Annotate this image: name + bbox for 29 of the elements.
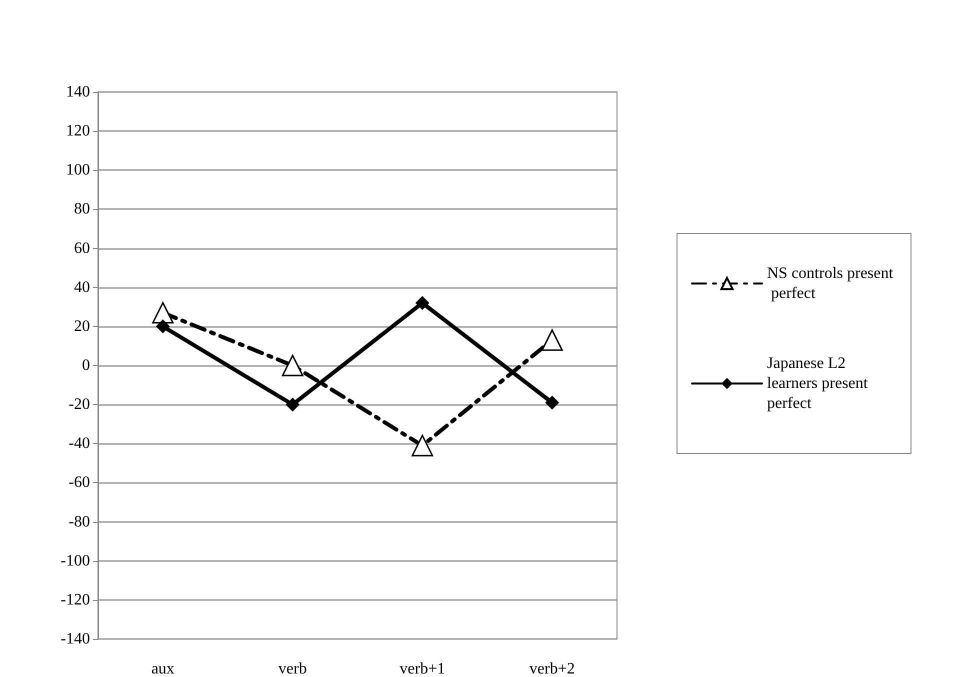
point [152, 302, 174, 324]
y-tick-label: -60 [68, 474, 90, 492]
y-tick-label: 100 [66, 162, 90, 179]
x-tick-label: verb+2 [529, 660, 575, 677]
x-tick-label: verb [278, 660, 307, 677]
y-tick-label: 40 [74, 278, 90, 296]
point [415, 296, 430, 310]
y-tick-label: 20 [74, 318, 90, 335]
y-tick-label: -100 [60, 552, 90, 570]
legend-label: Japanese L2 learners present perfect [767, 355, 872, 412]
y-tick-label: -120 [60, 591, 90, 608]
point [545, 396, 560, 410]
legend-label: NS controls present perfect [767, 265, 894, 302]
point [282, 354, 304, 376]
point [286, 398, 300, 412]
y-tick-label: -140 [60, 630, 90, 648]
y-tick-label: 140 [66, 84, 90, 100]
x-tick-label: aux [151, 660, 174, 677]
x-tick-label: verb+1 [400, 660, 446, 677]
point [156, 319, 170, 334]
point [541, 329, 563, 351]
y-tick-label: 80 [74, 200, 90, 218]
y-tick-label: -80 [68, 513, 90, 530]
y-tick-label: 120 [66, 122, 90, 140]
y-tick-label: 0 [82, 357, 90, 374]
y-tick-label: -40 [68, 435, 90, 452]
point [412, 434, 434, 456]
y-tick-label: -20 [68, 396, 90, 414]
y-tick-label: 60 [74, 240, 90, 257]
